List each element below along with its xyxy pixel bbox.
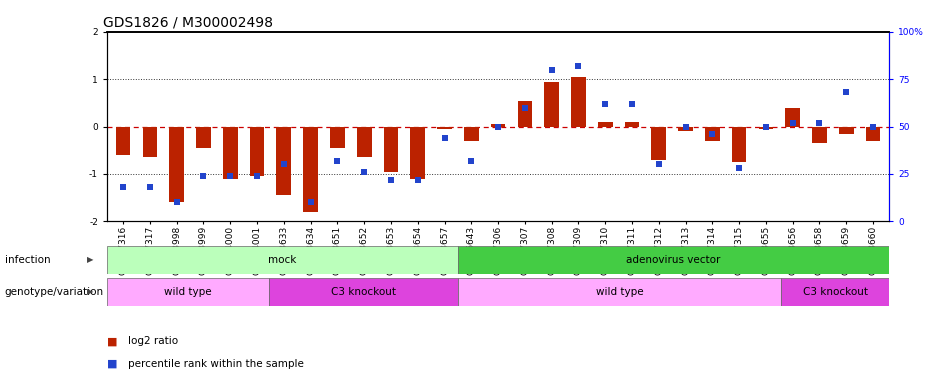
Text: ■: ■: [107, 336, 117, 346]
Bar: [115, 127, 130, 155]
Text: GDS1826 / M300002498: GDS1826 / M300002498: [103, 15, 273, 29]
Bar: [438, 127, 452, 129]
Bar: [518, 100, 533, 127]
Text: ▶: ▶: [87, 255, 93, 264]
Bar: [732, 127, 747, 162]
Bar: [812, 127, 827, 143]
Bar: [759, 127, 774, 129]
Bar: [196, 127, 210, 148]
Bar: [250, 127, 264, 176]
Text: mock: mock: [268, 255, 297, 265]
Bar: [598, 122, 613, 127]
Bar: [705, 127, 720, 141]
Bar: [786, 108, 800, 127]
Bar: [866, 127, 881, 141]
Bar: [269, 278, 458, 306]
Text: C3 knockout: C3 knockout: [803, 286, 868, 297]
Bar: [169, 127, 184, 202]
Text: ■: ■: [107, 359, 117, 369]
Bar: [458, 246, 889, 274]
Bar: [464, 127, 479, 141]
Text: wild type: wild type: [164, 286, 211, 297]
Bar: [571, 77, 586, 127]
Bar: [781, 278, 889, 306]
Text: infection: infection: [5, 255, 50, 265]
Bar: [330, 127, 344, 148]
Bar: [545, 82, 559, 127]
Text: genotype/variation: genotype/variation: [5, 286, 103, 297]
Text: C3 knockout: C3 knockout: [331, 286, 396, 297]
Bar: [491, 124, 506, 127]
Bar: [357, 127, 371, 158]
Bar: [411, 127, 425, 178]
Text: ▶: ▶: [87, 287, 93, 296]
Bar: [304, 127, 318, 212]
Text: percentile rank within the sample: percentile rank within the sample: [128, 359, 304, 369]
Bar: [652, 127, 667, 160]
Text: log2 ratio: log2 ratio: [128, 336, 178, 346]
Bar: [458, 278, 781, 306]
Bar: [142, 127, 157, 158]
Bar: [107, 278, 269, 306]
Bar: [625, 122, 640, 127]
Bar: [223, 127, 237, 178]
Bar: [678, 127, 693, 131]
Bar: [384, 127, 398, 171]
Bar: [107, 246, 458, 274]
Text: adenovirus vector: adenovirus vector: [627, 255, 721, 265]
Bar: [839, 127, 854, 134]
Text: wild type: wild type: [596, 286, 643, 297]
Bar: [277, 127, 291, 195]
